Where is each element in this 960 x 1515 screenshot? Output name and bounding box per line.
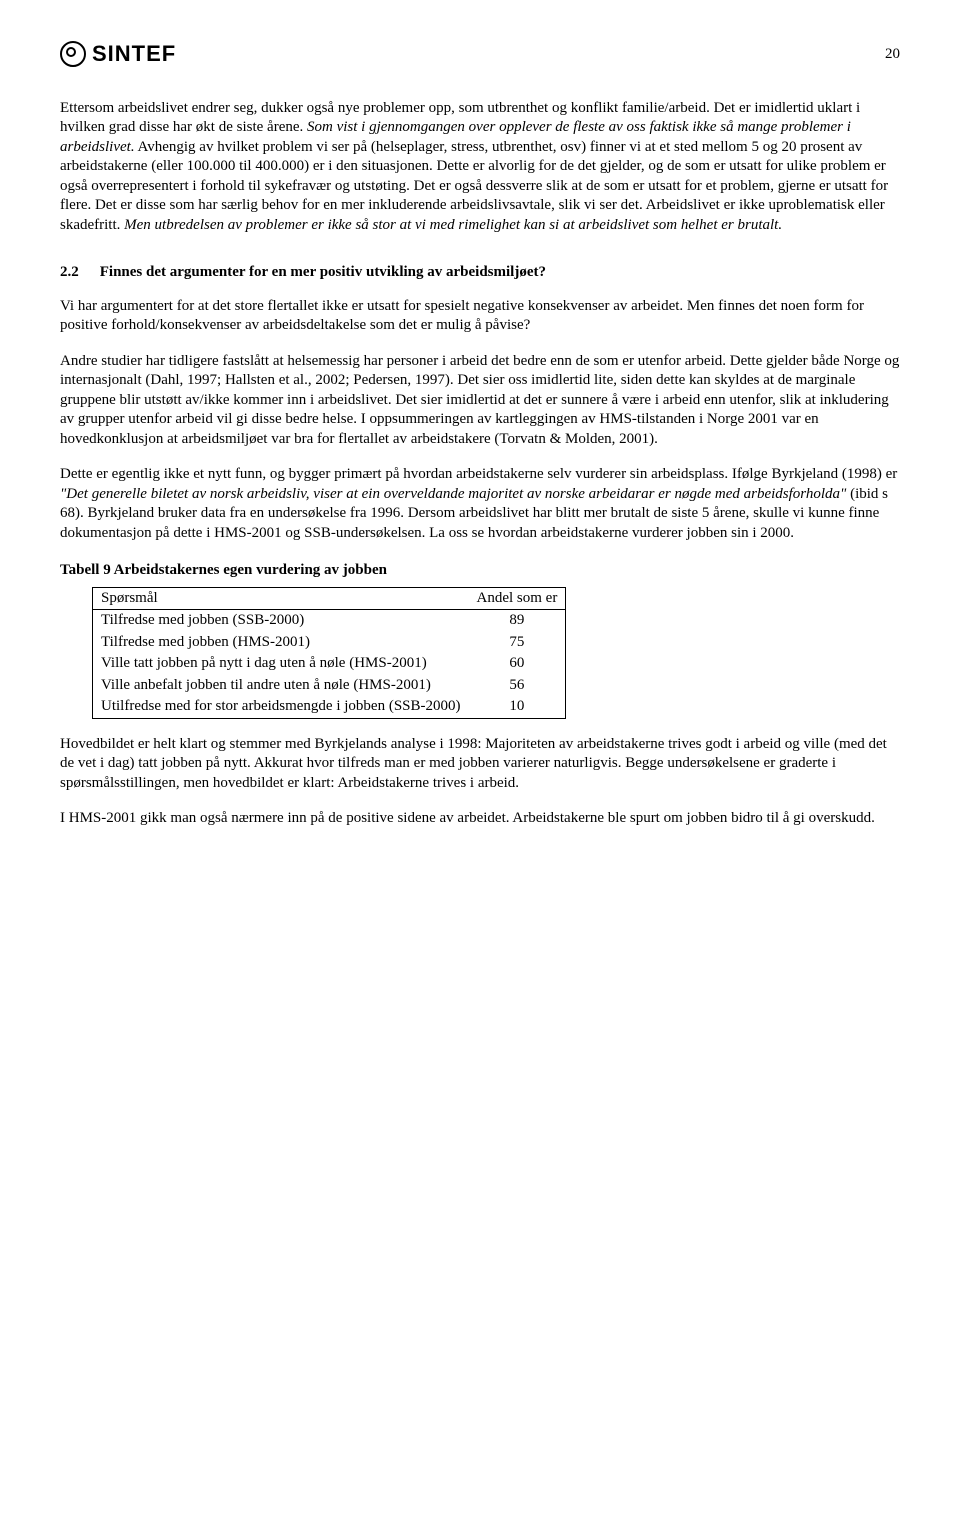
table-cell-value: 75 [469, 632, 566, 654]
sintef-logo-icon [60, 41, 86, 67]
table-cell-label: Utilfredse med for stor arbeidsmengde i … [93, 696, 469, 718]
table-row: Ville anbefalt jobben til andre uten å n… [93, 675, 566, 697]
table-cell-value: 89 [469, 610, 566, 632]
body-paragraph-3: Andre studier har tidligere fastslått at… [60, 352, 900, 450]
table-cell-label: Ville tatt jobben på nytt i dag uten å n… [93, 653, 469, 675]
body-paragraph-4: Dette er egentlig ikke et nytt funn, og … [60, 465, 900, 543]
table-cell-value: 60 [469, 653, 566, 675]
table-cell-value: 56 [469, 675, 566, 697]
table-col2-header: Andel som er [469, 587, 566, 610]
table-row: Tilfredse med jobben (SSB-2000) 89 [93, 610, 566, 632]
body-paragraph-6: I HMS-2001 gikk man også nærmere inn på … [60, 809, 900, 829]
sintef-logo: SINTEF [60, 40, 176, 69]
p4-quote-italic: "Det generelle biletet av norsk arbeidsl… [60, 486, 846, 502]
body-paragraph-2: Vi har argumentert for at det store fler… [60, 297, 900, 336]
p4-lead: Dette er egentlig ikke et nytt funn, og … [60, 466, 897, 482]
table-9: Spørsmål Andel som er Tilfredse med jobb… [92, 587, 566, 719]
section-number: 2.2 [60, 263, 96, 283]
table-cell-value: 10 [469, 696, 566, 718]
table-header-row: Spørsmål Andel som er [93, 587, 566, 610]
page-number: 20 [885, 45, 900, 65]
table-col1-header: Spørsmål [93, 587, 469, 610]
table-row: Tilfredse med jobben (HMS-2001) 75 [93, 632, 566, 654]
p1-italic-inline-2: Men utbredelsen av problemer er ikke så … [124, 217, 782, 233]
table-cell-label: Tilfredse med jobben (HMS-2001) [93, 632, 469, 654]
table-cell-label: Ville anbefalt jobben til andre uten å n… [93, 675, 469, 697]
table-row: Utilfredse med for stor arbeidsmengde i … [93, 696, 566, 718]
body-paragraph-5: Hovedbildet er helt klart og stemmer med… [60, 735, 900, 794]
page-header: SINTEF 20 [60, 40, 900, 69]
section-title: Finnes det argumenter for en mer positiv… [100, 264, 546, 280]
table-cell-label: Tilfredse med jobben (SSB-2000) [93, 610, 469, 632]
sintef-logo-text: SINTEF [92, 40, 176, 69]
table-row: Ville tatt jobben på nytt i dag uten å n… [93, 653, 566, 675]
body-paragraph-1: Ettersom arbeidslivet endrer seg, dukker… [60, 99, 900, 236]
table-9-caption: Tabell 9 Arbeidstakernes egen vurdering … [60, 561, 900, 581]
section-2-2-heading: 2.2 Finnes det argumenter for en mer pos… [60, 263, 900, 283]
